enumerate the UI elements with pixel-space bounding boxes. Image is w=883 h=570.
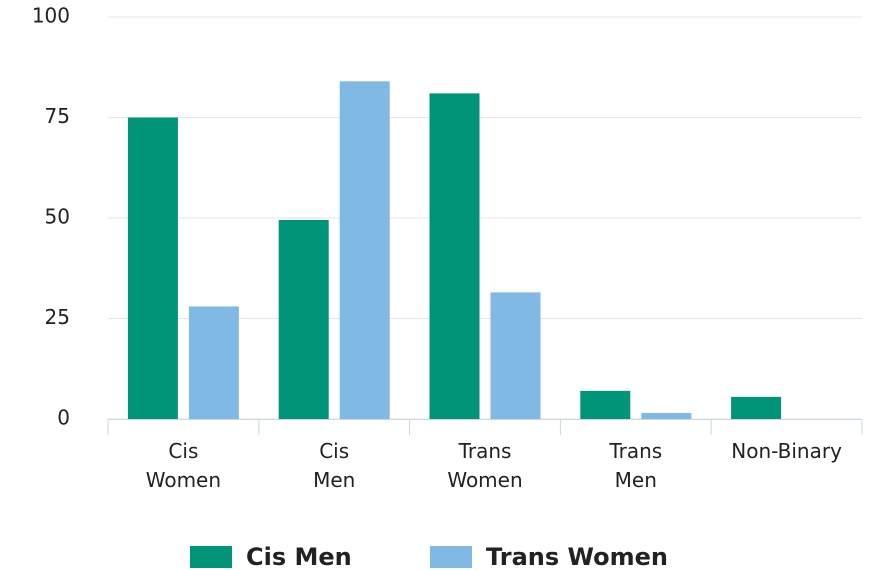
- y-tick-label: 75: [45, 104, 70, 128]
- bar: [641, 412, 692, 419]
- bar: [188, 306, 239, 419]
- legend-swatch: [430, 546, 472, 568]
- bar: [580, 390, 631, 419]
- x-tick-label: Trans Women: [447, 439, 522, 492]
- x-tick-label: Cis Women: [146, 439, 221, 492]
- x-tick-label: Trans Men: [608, 439, 662, 492]
- bar: [429, 93, 480, 419]
- bar: [278, 220, 329, 419]
- bar: [339, 81, 390, 419]
- y-tick-label: 0: [57, 406, 70, 430]
- y-tick-label: 25: [45, 305, 70, 329]
- legend-label: Trans Women: [486, 543, 668, 570]
- x-tick-label: Cis Men: [313, 439, 355, 492]
- bar: [490, 292, 541, 419]
- x-tick-label: Non-Binary: [731, 439, 842, 463]
- bar: [127, 117, 178, 419]
- y-tick-label: 50: [45, 205, 70, 229]
- legend-swatch: [190, 546, 232, 568]
- legend-label: Cis Men: [246, 543, 352, 570]
- bar: [731, 396, 782, 419]
- y-tick-label: 100: [32, 4, 70, 28]
